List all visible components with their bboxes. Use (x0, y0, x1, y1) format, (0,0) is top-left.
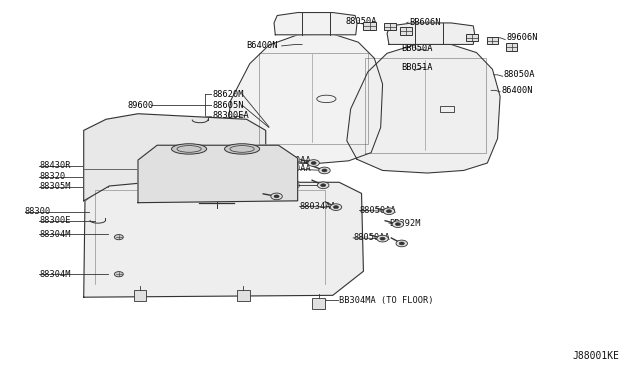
Text: 88300: 88300 (25, 208, 51, 217)
Text: J88001KE: J88001KE (572, 351, 620, 361)
Bar (466, 34, 478, 41)
Circle shape (377, 235, 388, 242)
Text: BB050A: BB050A (402, 44, 433, 53)
Circle shape (396, 240, 408, 247)
Text: 88050A: 88050A (504, 70, 536, 78)
Text: 88050AA: 88050AA (274, 155, 311, 164)
Bar (486, 37, 498, 44)
Bar (401, 27, 412, 35)
Ellipse shape (225, 144, 260, 154)
Bar (312, 298, 325, 309)
Text: 88050A: 88050A (346, 17, 377, 26)
Circle shape (387, 210, 392, 213)
Circle shape (383, 208, 395, 215)
Circle shape (396, 223, 401, 226)
Polygon shape (84, 182, 364, 297)
Text: BB392M: BB392M (389, 219, 420, 228)
Circle shape (274, 195, 279, 198)
Circle shape (115, 235, 124, 240)
Bar (385, 23, 396, 31)
Circle shape (380, 237, 385, 240)
Circle shape (319, 167, 330, 174)
Text: 88300E: 88300E (39, 217, 70, 225)
Text: 89606N: 89606N (506, 33, 538, 42)
Bar (440, 106, 454, 112)
Circle shape (321, 184, 326, 187)
Polygon shape (347, 44, 500, 173)
Text: 88034AA: 88034AA (300, 202, 336, 211)
Text: BB304MA (TO FLOOR): BB304MA (TO FLOOR) (339, 296, 434, 305)
Text: BB006: BB006 (274, 181, 300, 190)
Polygon shape (274, 13, 357, 35)
Text: 88050AA: 88050AA (274, 164, 311, 173)
Text: 88305M: 88305M (39, 182, 70, 191)
Circle shape (333, 206, 339, 209)
Circle shape (392, 221, 404, 228)
Text: 88320: 88320 (39, 172, 65, 181)
Text: 88050AA: 88050AA (360, 206, 396, 215)
Text: BB606N: BB606N (410, 18, 441, 27)
Text: 88300EA: 88300EA (212, 111, 250, 120)
Bar (364, 22, 376, 30)
Circle shape (271, 193, 282, 200)
Text: 88430R: 88430R (39, 161, 70, 170)
Circle shape (330, 204, 342, 211)
Text: 88605N: 88605N (212, 101, 244, 110)
Circle shape (115, 272, 124, 277)
Ellipse shape (172, 144, 207, 154)
Circle shape (317, 182, 329, 189)
Polygon shape (84, 114, 266, 201)
Polygon shape (138, 145, 298, 203)
Circle shape (308, 160, 319, 166)
Circle shape (311, 161, 316, 164)
Bar (506, 43, 517, 51)
Text: BB051A: BB051A (402, 63, 433, 72)
Text: B6400N: B6400N (246, 41, 278, 51)
Text: 88050AA: 88050AA (353, 233, 390, 243)
Polygon shape (387, 23, 474, 44)
Text: 89600: 89600 (127, 101, 154, 110)
Bar (134, 290, 147, 301)
Circle shape (322, 169, 327, 172)
Text: 88050AA: 88050AA (246, 190, 284, 199)
Text: 88304M: 88304M (39, 270, 70, 279)
Text: 86400N: 86400N (501, 86, 533, 95)
Text: 88304M: 88304M (39, 230, 70, 239)
Polygon shape (227, 34, 383, 164)
Text: 88620M: 88620M (212, 90, 244, 99)
Bar (237, 290, 250, 301)
Circle shape (399, 242, 404, 245)
